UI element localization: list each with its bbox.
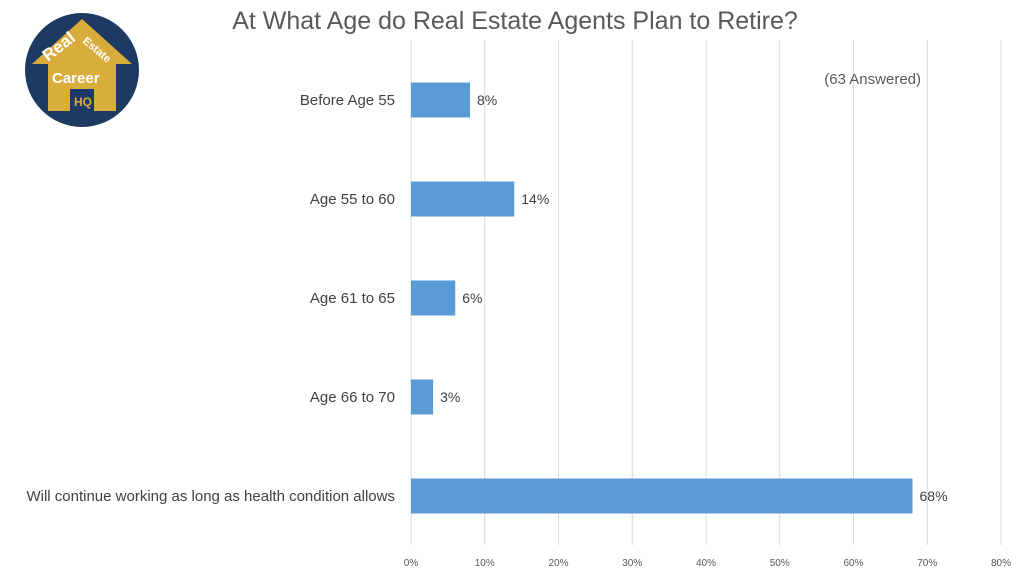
category-label: Age 66 to 70 — [310, 389, 395, 406]
data-label: 68% — [920, 488, 948, 504]
x-tick-label: 0% — [404, 558, 419, 569]
category-label: Age 55 to 60 — [310, 191, 395, 208]
logo-text-hq: HQ — [74, 95, 92, 109]
bar — [411, 82, 470, 118]
x-tick-label: 40% — [696, 558, 716, 569]
x-tick-label: 60% — [843, 558, 863, 569]
category-label: Before Age 55 — [300, 92, 395, 109]
data-label: 8% — [477, 92, 497, 108]
chart-title: At What Age do Real Estate Agents Plan t… — [232, 7, 798, 35]
bar — [411, 478, 913, 514]
bar — [411, 379, 434, 415]
responses-annotation: (63 Answered) — [824, 71, 921, 88]
x-tick-label: 10% — [475, 558, 495, 569]
bar — [411, 181, 515, 217]
real-estate-career-hq-logo: Real Estate Career HQ — [25, 13, 139, 127]
data-label: 14% — [521, 191, 549, 207]
data-label: 6% — [462, 290, 482, 306]
x-tick-label: 70% — [917, 558, 937, 569]
data-label: 3% — [440, 389, 460, 405]
x-tick-label: 20% — [548, 558, 568, 569]
logo-door — [70, 89, 94, 111]
x-tick-label: 50% — [770, 558, 790, 569]
x-tick-label: 30% — [622, 558, 642, 569]
category-label: Will continue working as long as health … — [26, 488, 395, 505]
category-label: Age 61 to 65 — [310, 290, 395, 307]
x-tick-label: 80% — [991, 558, 1011, 569]
logo-house — [32, 19, 132, 111]
logo-text-career: Career — [52, 70, 100, 87]
bar — [411, 280, 456, 316]
